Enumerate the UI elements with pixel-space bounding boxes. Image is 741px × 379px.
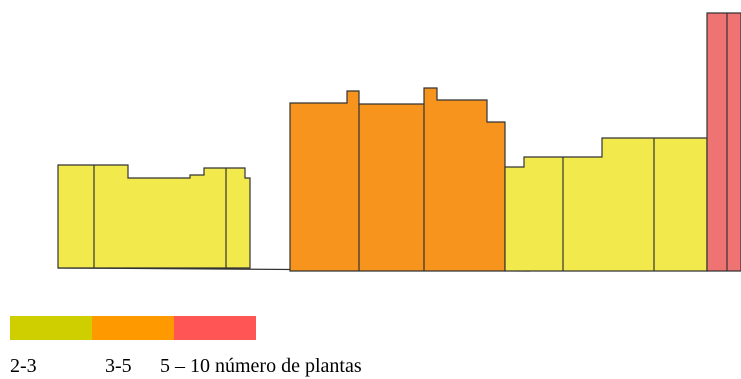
building-block-right: [504, 137, 708, 272]
legend-label-5-10: 5 – 10 número de plantas: [160, 355, 362, 377]
legend-label-2-3: 2-3: [10, 355, 37, 377]
building-block-center: [289, 87, 506, 272]
building-block-left: [57, 164, 251, 269]
legend-color-bar: [10, 316, 256, 340]
legend-swatch-3-5: [92, 316, 174, 340]
legend-swatch-5-10: [174, 316, 256, 340]
building-block-tall: [706, 12, 741, 272]
legend-label-3-5: 3-5: [105, 355, 132, 377]
legend-swatch-2-3: [10, 316, 92, 340]
building-elevation-diagram: [57, 12, 741, 272]
